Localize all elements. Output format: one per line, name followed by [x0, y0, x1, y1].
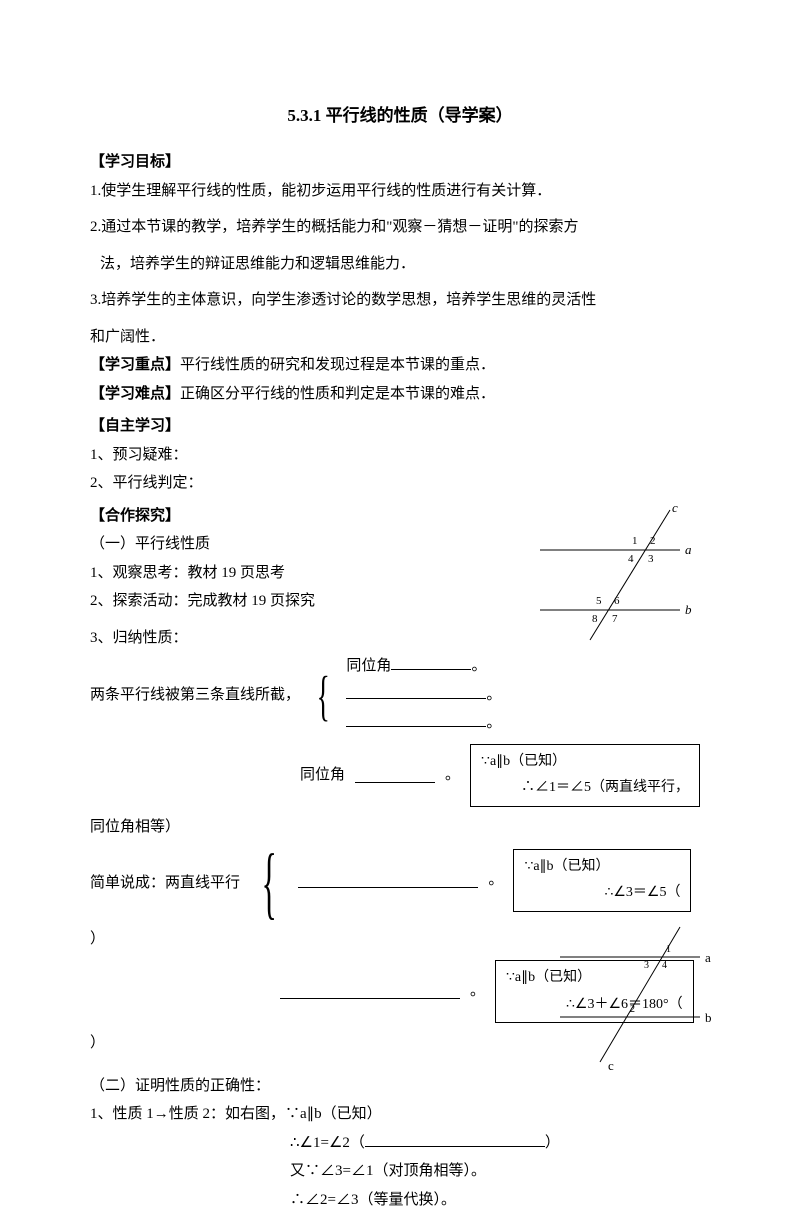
label-a: a — [685, 542, 692, 557]
box-1: ∵a∥b（已知） ∴∠1＝∠5（两直线平行， — [470, 744, 700, 807]
selfstudy-2: 2、平行线判定： — [90, 469, 710, 498]
proof-l2-row: ∴∠1=∠2（ ） — [290, 1129, 710, 1158]
coop-part2-title: （二）证明性质的正确性： — [90, 1072, 710, 1101]
blank-1 — [391, 655, 471, 670]
bracket-large-icon: { — [262, 847, 277, 919]
blank-6 — [280, 984, 460, 999]
row-simple: 简单说成：两直线平行 { 。 ∵a∥b（已知） ∴∠3＝∠5（ — [90, 847, 710, 919]
goal-2b: 法，培养学生的辩证思维能力和逻辑思维能力． — [100, 250, 710, 279]
dot-1: 。 — [471, 658, 486, 674]
goal-3: 3.培养学生的主体意识，向学生渗透讨论的数学思想，培养学生思维的灵活性 — [90, 286, 710, 315]
proof-l3: 又∵∠3=∠1（对顶角相等）。 — [290, 1157, 710, 1186]
box2-l2: ∴∠3＝∠5（ — [604, 880, 680, 907]
proof-l2: ∴∠1=∠2（ — [290, 1135, 365, 1151]
dot-6: 。 — [470, 977, 485, 1006]
dot-5: 。 — [488, 866, 503, 895]
two-lines-cut: 两条平行线被第三条直线所截， — [90, 681, 300, 710]
bracket-icon: { — [317, 668, 330, 723]
label-7: 7 — [612, 613, 618, 625]
d2-label-2: 2 — [630, 1004, 635, 1015]
d2-label-3: 3 — [644, 960, 649, 971]
dot-3: 。 — [486, 715, 501, 731]
tongwei-label-1: 同位角 — [346, 658, 391, 674]
d2-label-a: a — [705, 950, 711, 965]
box-2: ∵a∥b（已知） ∴∠3＝∠5（ — [513, 849, 691, 912]
label-5: 5 — [596, 595, 602, 607]
proof-l1: 1、性质 1→性质 2：如右图，∵a∥b（已知） — [90, 1100, 710, 1129]
heading-keypoint: 【学习重点】 — [90, 357, 180, 373]
goal-1: 1.使学生理解平行线的性质，能初步运用平行线的性质进行有关计算． — [90, 177, 710, 206]
dot-2: 。 — [486, 687, 501, 703]
page-title: 5.3.1 平行线的性质（导学案） — [90, 100, 710, 132]
heading-selfstudy: 【自主学习】 — [90, 412, 710, 441]
blank-3 — [346, 712, 486, 727]
d2-label-1: 1 — [666, 944, 671, 955]
blank-2 — [346, 684, 486, 699]
d2-label-c: c — [608, 1058, 614, 1072]
parallel-lines-diagram-2: a b c 1 3 4 2 — [550, 922, 720, 1072]
d2-label-4: 4 — [662, 960, 667, 971]
goal-2: 2.通过本节课的教学，培养学生的概括能力和"观察－猜想－证明"的探索方 — [90, 213, 710, 242]
label-4: 4 — [628, 553, 634, 565]
simple-label: 简单说成：两直线平行 — [90, 869, 240, 898]
label-8: 8 — [592, 613, 598, 625]
label-2: 2 — [650, 535, 656, 547]
label-3: 3 — [648, 553, 654, 565]
label-1: 1 — [632, 535, 638, 547]
label-c: c — [672, 500, 678, 515]
goal-3b: 和广阔性． — [90, 323, 710, 352]
label-b: b — [685, 602, 692, 617]
dot-4: 。 — [445, 761, 460, 790]
difficulty-text: 正确区分平行线的性质和判定是本节课的难点． — [180, 386, 495, 402]
blank-7 — [365, 1132, 545, 1147]
two-lines-cut-row: 两条平行线被第三条直线所截， { 同位角。 。 。 — [90, 652, 710, 738]
box1-l1: ∵a∥b（已知） — [481, 749, 689, 776]
heading-goals: 【学习目标】 — [90, 148, 710, 177]
box1-l2: ∴∠1＝∠5（两直线平行， — [521, 775, 689, 802]
difficulty-line: 【学习难点】正确区分平行线的性质和判定是本节课的难点． — [90, 380, 710, 409]
parallel-lines-diagram-1: a b c 1 2 3 4 5 6 7 8 — [530, 500, 710, 650]
keypoint-text: 平行线性质的研究和发现过程是本节课的重点． — [180, 357, 495, 373]
blank-4 — [355, 768, 435, 783]
proof-l2-end: ） — [545, 1135, 560, 1151]
proof-l4: ∴∠2=∠3（等量代换）。 — [290, 1186, 710, 1214]
label-6: 6 — [614, 595, 620, 607]
keypoint-line: 【学习重点】平行线性质的研究和发现过程是本节课的重点． — [90, 351, 710, 380]
selfstudy-1: 1、预习疑难： — [90, 441, 710, 470]
heading-difficulty: 【学习难点】 — [90, 386, 180, 402]
tongwei-equal: 同位角相等） — [90, 813, 710, 842]
blank-5 — [298, 873, 478, 888]
row-box1: 同位角 。 ∵a∥b（已知） ∴∠1＝∠5（两直线平行， — [90, 744, 710, 807]
tongwei-label-2: 同位角 — [300, 761, 345, 790]
d2-label-b: b — [705, 1010, 712, 1025]
box2-l1: ∵a∥b（已知） — [524, 854, 680, 881]
